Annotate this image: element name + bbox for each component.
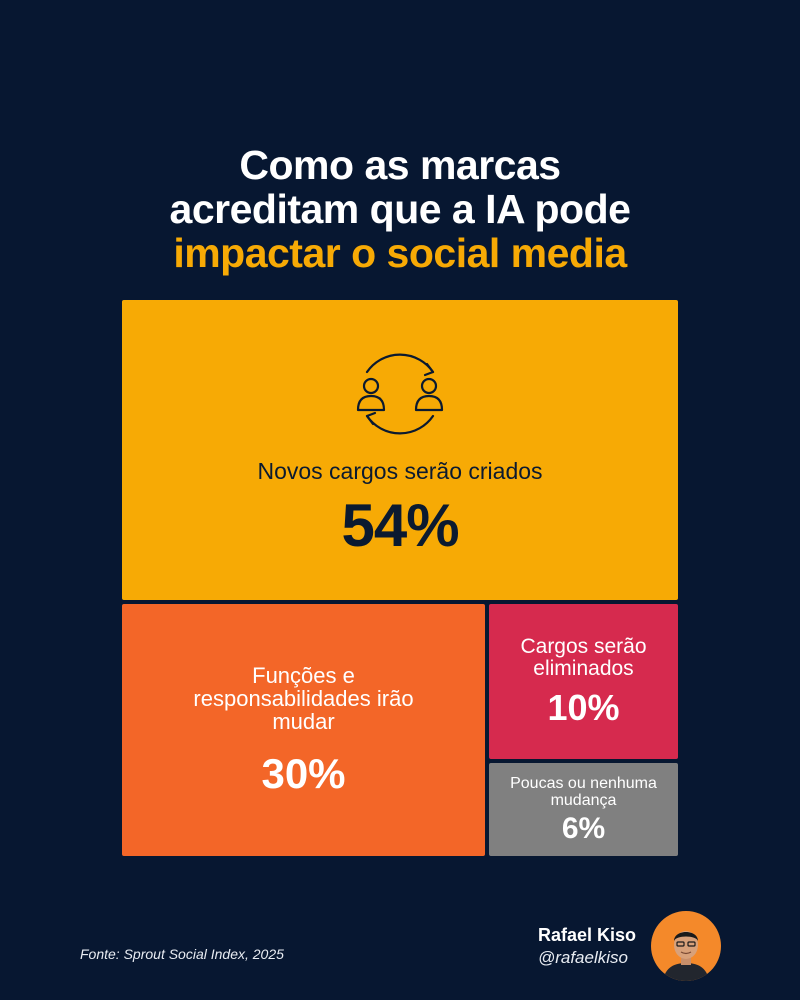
people-exchange-icon xyxy=(356,353,444,434)
author-block: Rafael Kiso @rafaelkiso xyxy=(538,925,636,968)
page-title: Como as marcas acreditam que a IA pode i… xyxy=(0,143,800,275)
avatar-person-icon xyxy=(663,931,709,981)
title-line-1: Como as marcas xyxy=(239,142,561,188)
tile-label: Cargos serão eliminados xyxy=(520,634,647,680)
tile-value: 10% xyxy=(547,686,620,728)
tile-label: Novos cargos serão criados xyxy=(257,457,543,484)
avatar xyxy=(651,911,721,981)
author-name: Rafael Kiso xyxy=(537,925,636,945)
author-handle: @rafaelkiso xyxy=(537,948,628,967)
title-line-2: acreditam que a IA pode xyxy=(169,186,631,232)
tile-roles-change: Funções e responsabilidades irão mudar 3… xyxy=(122,604,485,856)
tile-roles-eliminated: Cargos serão eliminados 10% xyxy=(489,604,678,759)
source-note: Fonte: Sprout Social Index, 2025 xyxy=(80,946,284,962)
tile-label: Funções e responsabilidades irão mudar xyxy=(193,662,414,734)
tile-new-roles: Novos cargos serão criados 54% xyxy=(122,300,678,600)
tile-value: 6% xyxy=(561,811,606,845)
tile-value: 54% xyxy=(341,491,459,559)
tile-little-change: Poucas ou nenhuma mudança 6% xyxy=(489,763,678,856)
tile-value: 30% xyxy=(261,749,346,797)
tile-label: Poucas ou nenhuma mudança xyxy=(510,774,657,809)
title-line-3-highlight: impactar o social media xyxy=(173,230,627,276)
